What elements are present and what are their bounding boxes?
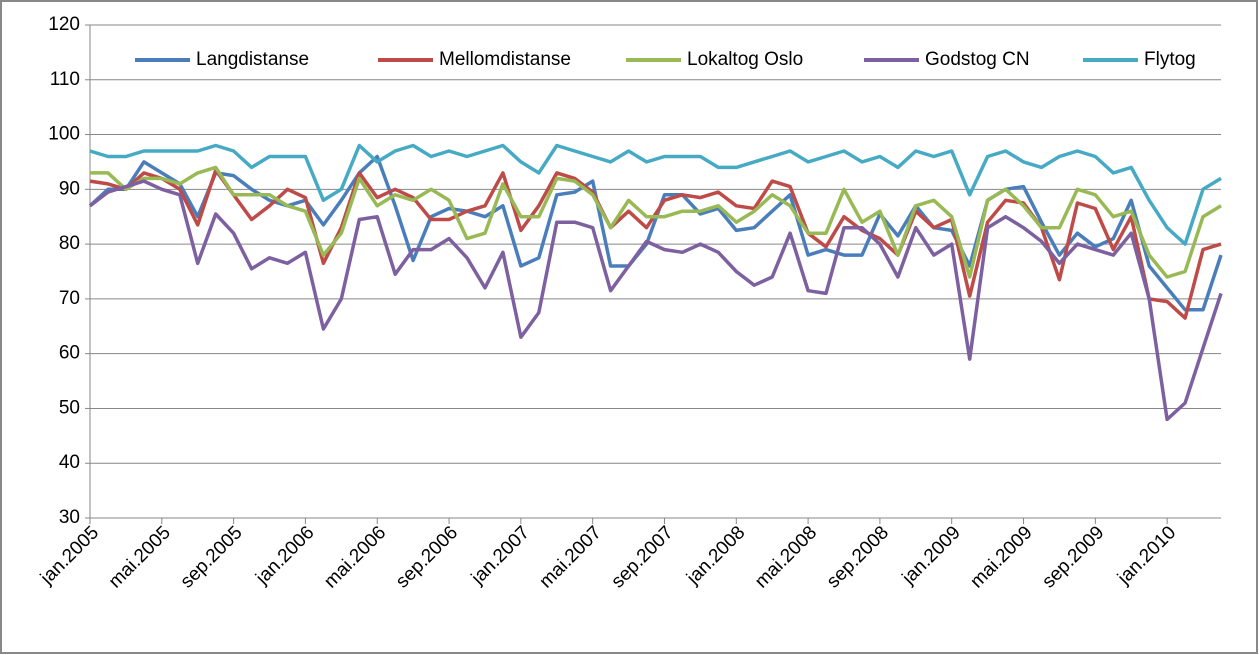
- legend-label: Lokaltog Oslo: [687, 49, 803, 70]
- legend-label: Godstog CN: [925, 49, 1030, 70]
- series-line: [88, 179, 1223, 422]
- y-tick-label: 110: [50, 69, 80, 90]
- series-line: [89, 143, 1222, 246]
- y-tick-label: 30: [59, 507, 80, 528]
- y-tick-label: 100: [48, 124, 80, 145]
- legend-label: Langdistanse: [196, 49, 309, 70]
- y-tick-label: 40: [59, 452, 80, 473]
- y-tick-label: 90: [59, 178, 80, 199]
- y-tick-label: 60: [59, 343, 80, 364]
- y-tick-label: 70: [59, 288, 80, 309]
- legend-label: Mellomdistanse: [439, 49, 571, 70]
- legend-label: Flytog: [1144, 49, 1196, 70]
- series-line: [88, 154, 1223, 312]
- y-tick-label: 80: [59, 233, 80, 254]
- y-tick-label: 120: [48, 14, 80, 35]
- y-tick-label: 50: [59, 397, 80, 418]
- series-line: [90, 165, 1222, 279]
